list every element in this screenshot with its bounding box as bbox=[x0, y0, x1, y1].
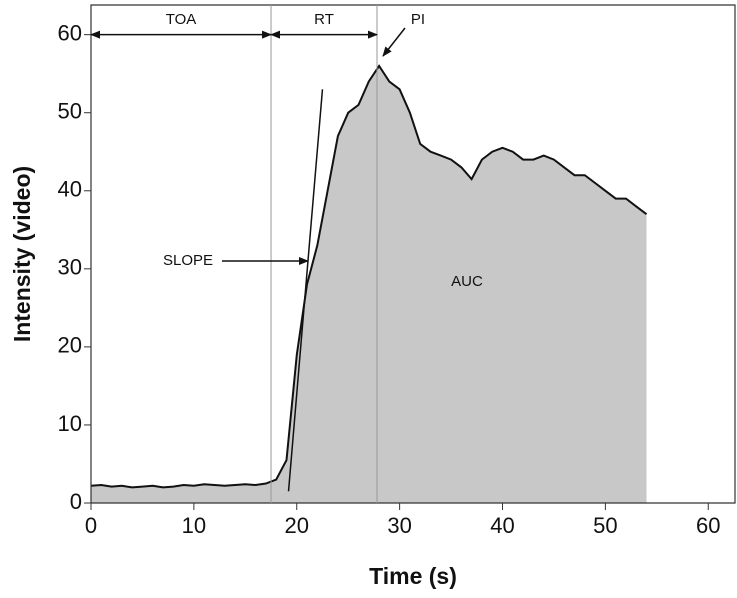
y-tick-label: 20 bbox=[58, 333, 82, 358]
y-axis-label: Intensity (video) bbox=[9, 166, 35, 342]
pi-arrow bbox=[382, 27, 406, 57]
y-tick-label: 30 bbox=[58, 255, 82, 280]
y-tick-label: 50 bbox=[58, 99, 82, 124]
area bbox=[91, 65, 647, 504]
slope-line bbox=[287, 89, 324, 492]
x-tick-label: 60 bbox=[696, 513, 720, 538]
x-axis-label: Time (s) bbox=[369, 563, 457, 589]
x-tick-label: 50 bbox=[593, 513, 617, 538]
y-tick-label: 40 bbox=[58, 177, 82, 202]
x-tick-label: 40 bbox=[490, 513, 514, 538]
x-tick-label: 30 bbox=[387, 513, 411, 538]
line bbox=[90, 64, 648, 489]
annotation: SLOPE bbox=[163, 252, 213, 269]
annotation: PI bbox=[411, 11, 425, 28]
annotation: AUC bbox=[451, 273, 483, 290]
y-tick-label: 0 bbox=[70, 489, 82, 514]
frame bbox=[90, 4, 736, 504]
y-tick-label: 60 bbox=[58, 20, 82, 45]
annotation: RT bbox=[314, 11, 334, 28]
annotation: TOA bbox=[166, 11, 197, 28]
x-tick-label: 0 bbox=[85, 513, 97, 538]
y-tick-label: 10 bbox=[58, 411, 82, 436]
x-tick-label: 10 bbox=[182, 513, 206, 538]
x-tick-label: 20 bbox=[285, 513, 309, 538]
